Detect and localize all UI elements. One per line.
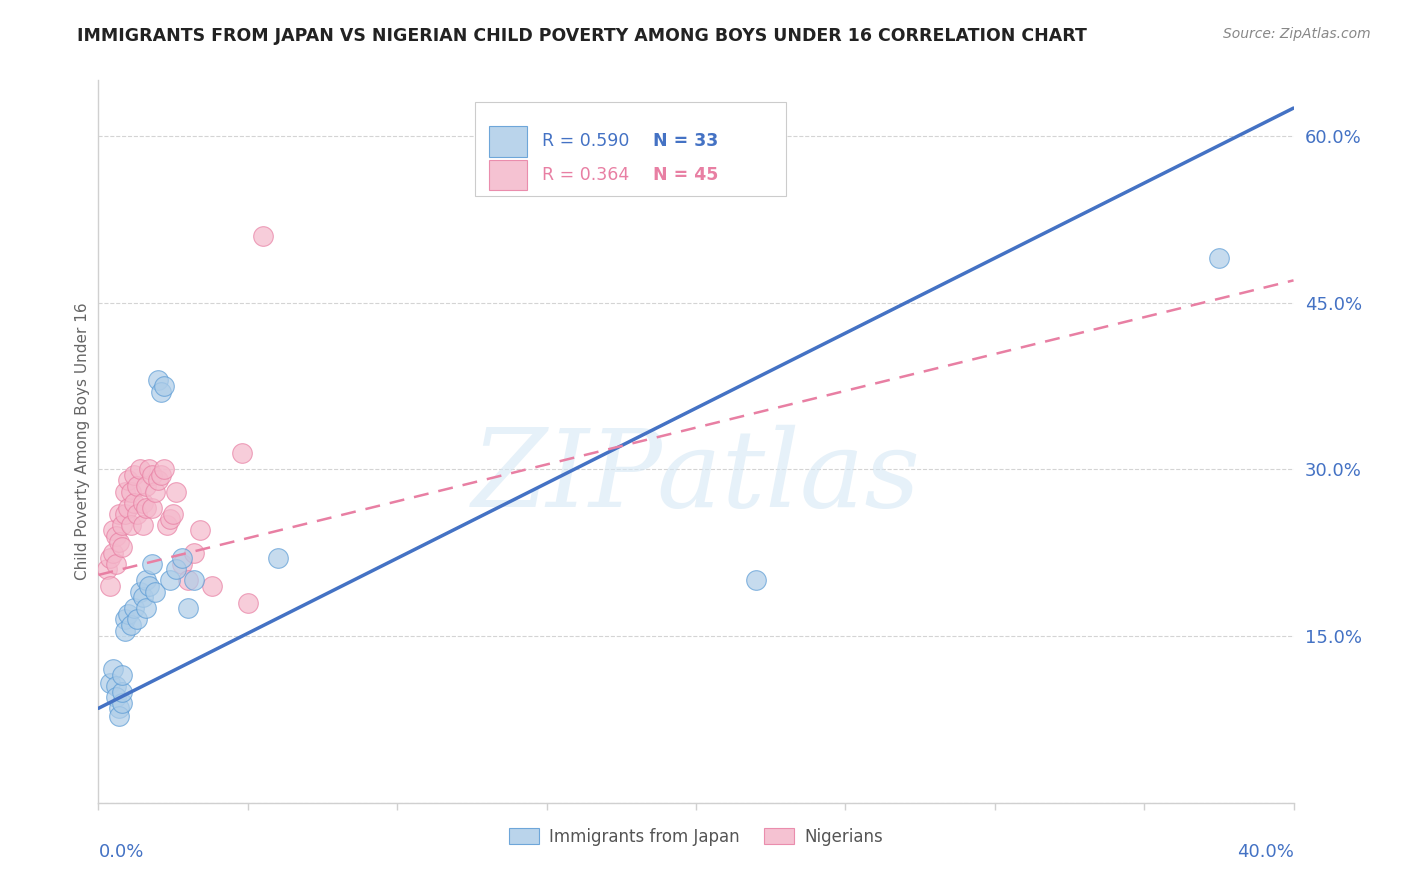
Point <box>127 612 149 626</box>
Point <box>120 484 142 499</box>
Point <box>105 679 128 693</box>
Point <box>745 574 768 588</box>
Point <box>117 501 139 516</box>
Point <box>135 601 157 615</box>
Point <box>127 479 149 493</box>
Point <box>135 479 157 493</box>
Point <box>141 557 163 571</box>
Point <box>124 496 146 510</box>
Point <box>114 484 136 499</box>
Point <box>159 574 181 588</box>
Point <box>105 690 128 705</box>
FancyBboxPatch shape <box>489 160 527 190</box>
Point <box>105 557 128 571</box>
Point <box>177 601 200 615</box>
Point <box>120 618 142 632</box>
Point <box>135 501 157 516</box>
Point <box>201 579 224 593</box>
Point <box>1208 251 1230 265</box>
Point <box>143 584 166 599</box>
Point <box>111 540 134 554</box>
Point <box>231 445 253 459</box>
Text: Source: ZipAtlas.com: Source: ZipAtlas.com <box>1223 27 1371 41</box>
Point <box>108 701 131 715</box>
Point <box>148 373 170 387</box>
Point <box>150 384 173 399</box>
Point <box>177 574 200 588</box>
Point <box>114 612 136 626</box>
Y-axis label: Child Poverty Among Boys Under 16: Child Poverty Among Boys Under 16 <box>75 302 90 581</box>
Point <box>153 462 176 476</box>
Point <box>120 517 142 532</box>
Point <box>132 496 155 510</box>
Point <box>165 484 187 499</box>
Point <box>98 551 122 566</box>
Text: N = 33: N = 33 <box>652 132 718 151</box>
Point <box>159 512 181 526</box>
Point <box>129 462 152 476</box>
Point <box>153 379 176 393</box>
Text: R = 0.590: R = 0.590 <box>541 132 628 151</box>
Point <box>141 501 163 516</box>
Point <box>183 574 205 588</box>
Point <box>141 467 163 482</box>
Point <box>129 584 152 599</box>
Point <box>117 607 139 621</box>
Text: 0.0%: 0.0% <box>98 843 143 861</box>
Point <box>111 696 134 710</box>
Point <box>236 596 259 610</box>
Point <box>162 507 184 521</box>
FancyBboxPatch shape <box>475 102 786 196</box>
Point <box>132 590 155 604</box>
Point <box>98 675 122 690</box>
Point <box>111 668 134 682</box>
FancyBboxPatch shape <box>489 127 527 157</box>
Point <box>188 524 211 538</box>
Point <box>108 709 131 723</box>
Point <box>117 474 139 488</box>
Point <box>105 529 128 543</box>
Point <box>138 462 160 476</box>
Point <box>103 662 125 676</box>
Point <box>114 507 136 521</box>
Point <box>108 534 131 549</box>
Point <box>252 228 274 243</box>
Point <box>127 507 149 521</box>
Point <box>98 579 122 593</box>
Text: IMMIGRANTS FROM JAPAN VS NIGERIAN CHILD POVERTY AMONG BOYS UNDER 16 CORRELATION : IMMIGRANTS FROM JAPAN VS NIGERIAN CHILD … <box>77 27 1087 45</box>
Point <box>135 574 157 588</box>
Point <box>148 474 170 488</box>
Text: 40.0%: 40.0% <box>1237 843 1294 861</box>
Point <box>124 467 146 482</box>
Point <box>172 557 194 571</box>
Point <box>108 507 131 521</box>
Point <box>132 517 155 532</box>
Point <box>165 562 187 576</box>
Point <box>103 546 125 560</box>
Text: N = 45: N = 45 <box>652 166 718 185</box>
Point <box>103 524 125 538</box>
Point <box>114 624 136 638</box>
Point <box>138 579 160 593</box>
Point <box>124 601 146 615</box>
Point <box>172 551 194 566</box>
Point <box>156 517 179 532</box>
Point <box>143 484 166 499</box>
Legend: Immigrants from Japan, Nigerians: Immigrants from Japan, Nigerians <box>502 821 890 852</box>
Point <box>183 546 205 560</box>
Point <box>111 684 134 698</box>
Point <box>267 551 290 566</box>
Text: R = 0.364: R = 0.364 <box>541 166 628 185</box>
Point <box>150 467 173 482</box>
Point <box>96 562 118 576</box>
Point <box>111 517 134 532</box>
Text: ZIPatlas: ZIPatlas <box>471 425 921 530</box>
